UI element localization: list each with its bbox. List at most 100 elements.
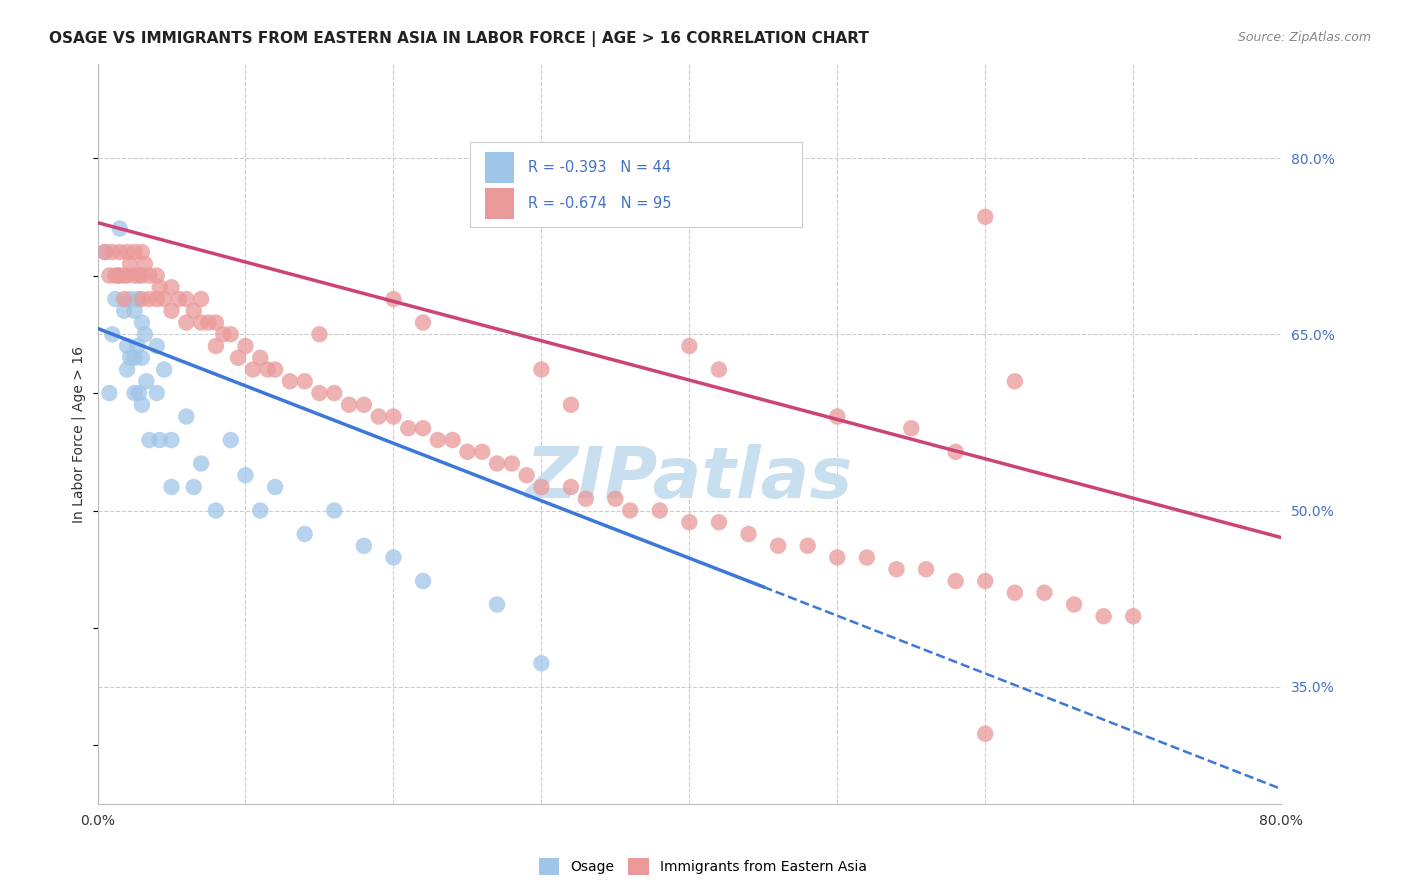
FancyBboxPatch shape [471,142,801,227]
Point [530,657,553,671]
Point [176,292,198,306]
Point [131,292,153,306]
Point [98,386,121,401]
Point [124,351,146,365]
Point [426,433,449,447]
Point [605,491,627,506]
Point [104,292,127,306]
Point [485,598,508,612]
Point [530,480,553,494]
Point [101,327,124,342]
Point [471,444,494,458]
Point [219,433,242,447]
Point [264,480,287,494]
Point [212,327,235,342]
Point [131,316,153,330]
Point [560,480,582,494]
Point [149,280,172,294]
Point [974,210,997,224]
Point [308,327,330,342]
Point [235,468,257,483]
Point [323,386,346,401]
Point [367,409,389,424]
Y-axis label: In Labor Force | Age > 16: In Labor Force | Age > 16 [72,345,86,523]
Point [530,362,553,376]
Point [94,245,117,260]
Point [256,362,278,376]
Point [176,316,198,330]
Point [138,268,160,283]
Point [575,491,598,506]
Point [135,374,157,388]
Point [1122,609,1144,624]
Point [501,457,523,471]
Point [183,480,205,494]
Point [98,268,121,283]
Point [153,362,176,376]
Point [115,268,138,283]
Point [134,327,156,342]
Point [124,268,146,283]
Text: R = -0.393   N = 44: R = -0.393 N = 44 [529,160,672,175]
Point [396,421,419,435]
Text: R = -0.674   N = 95: R = -0.674 N = 95 [529,195,672,211]
Point [190,457,212,471]
Point [1092,609,1115,624]
Point [138,433,160,447]
Point [323,503,346,517]
Point [294,374,316,388]
Point [176,409,198,424]
Point [648,503,671,517]
Legend: Osage, Immigrants from Eastern Asia: Osage, Immigrants from Eastern Asia [533,853,873,880]
Point [205,339,228,353]
Point [138,292,160,306]
Point [796,539,818,553]
Point [945,444,967,458]
Point [128,386,150,401]
Text: ZIPatlas: ZIPatlas [526,444,853,513]
Point [120,257,142,271]
Point [127,292,149,306]
Point [120,351,142,365]
Point [124,386,146,401]
Point [1033,586,1056,600]
Point [485,457,508,471]
Point [516,468,538,483]
Point [131,398,153,412]
Point [974,574,997,588]
Point [112,292,135,306]
Point [160,433,183,447]
Text: Source: ZipAtlas.com: Source: ZipAtlas.com [1237,31,1371,45]
Point [900,421,922,435]
Point [124,303,146,318]
Point [308,386,330,401]
Point [108,221,131,235]
Point [678,515,700,529]
Point [131,351,153,365]
Point [974,727,997,741]
Point [153,292,176,306]
Point [707,362,730,376]
Point [242,362,264,376]
Point [264,362,287,376]
Point [766,539,789,553]
Point [412,316,434,330]
Point [382,409,405,424]
Point [149,433,172,447]
Point [145,292,167,306]
Point [219,327,242,342]
Point [160,480,183,494]
Point [183,303,205,318]
Point [1063,598,1085,612]
Point [120,292,142,306]
FancyBboxPatch shape [485,152,515,183]
Point [560,398,582,412]
Point [945,574,967,588]
Point [294,527,316,541]
Point [353,398,375,412]
Point [1004,586,1026,600]
Point [412,574,434,588]
Point [112,303,135,318]
Point [827,409,849,424]
Point [112,268,135,283]
